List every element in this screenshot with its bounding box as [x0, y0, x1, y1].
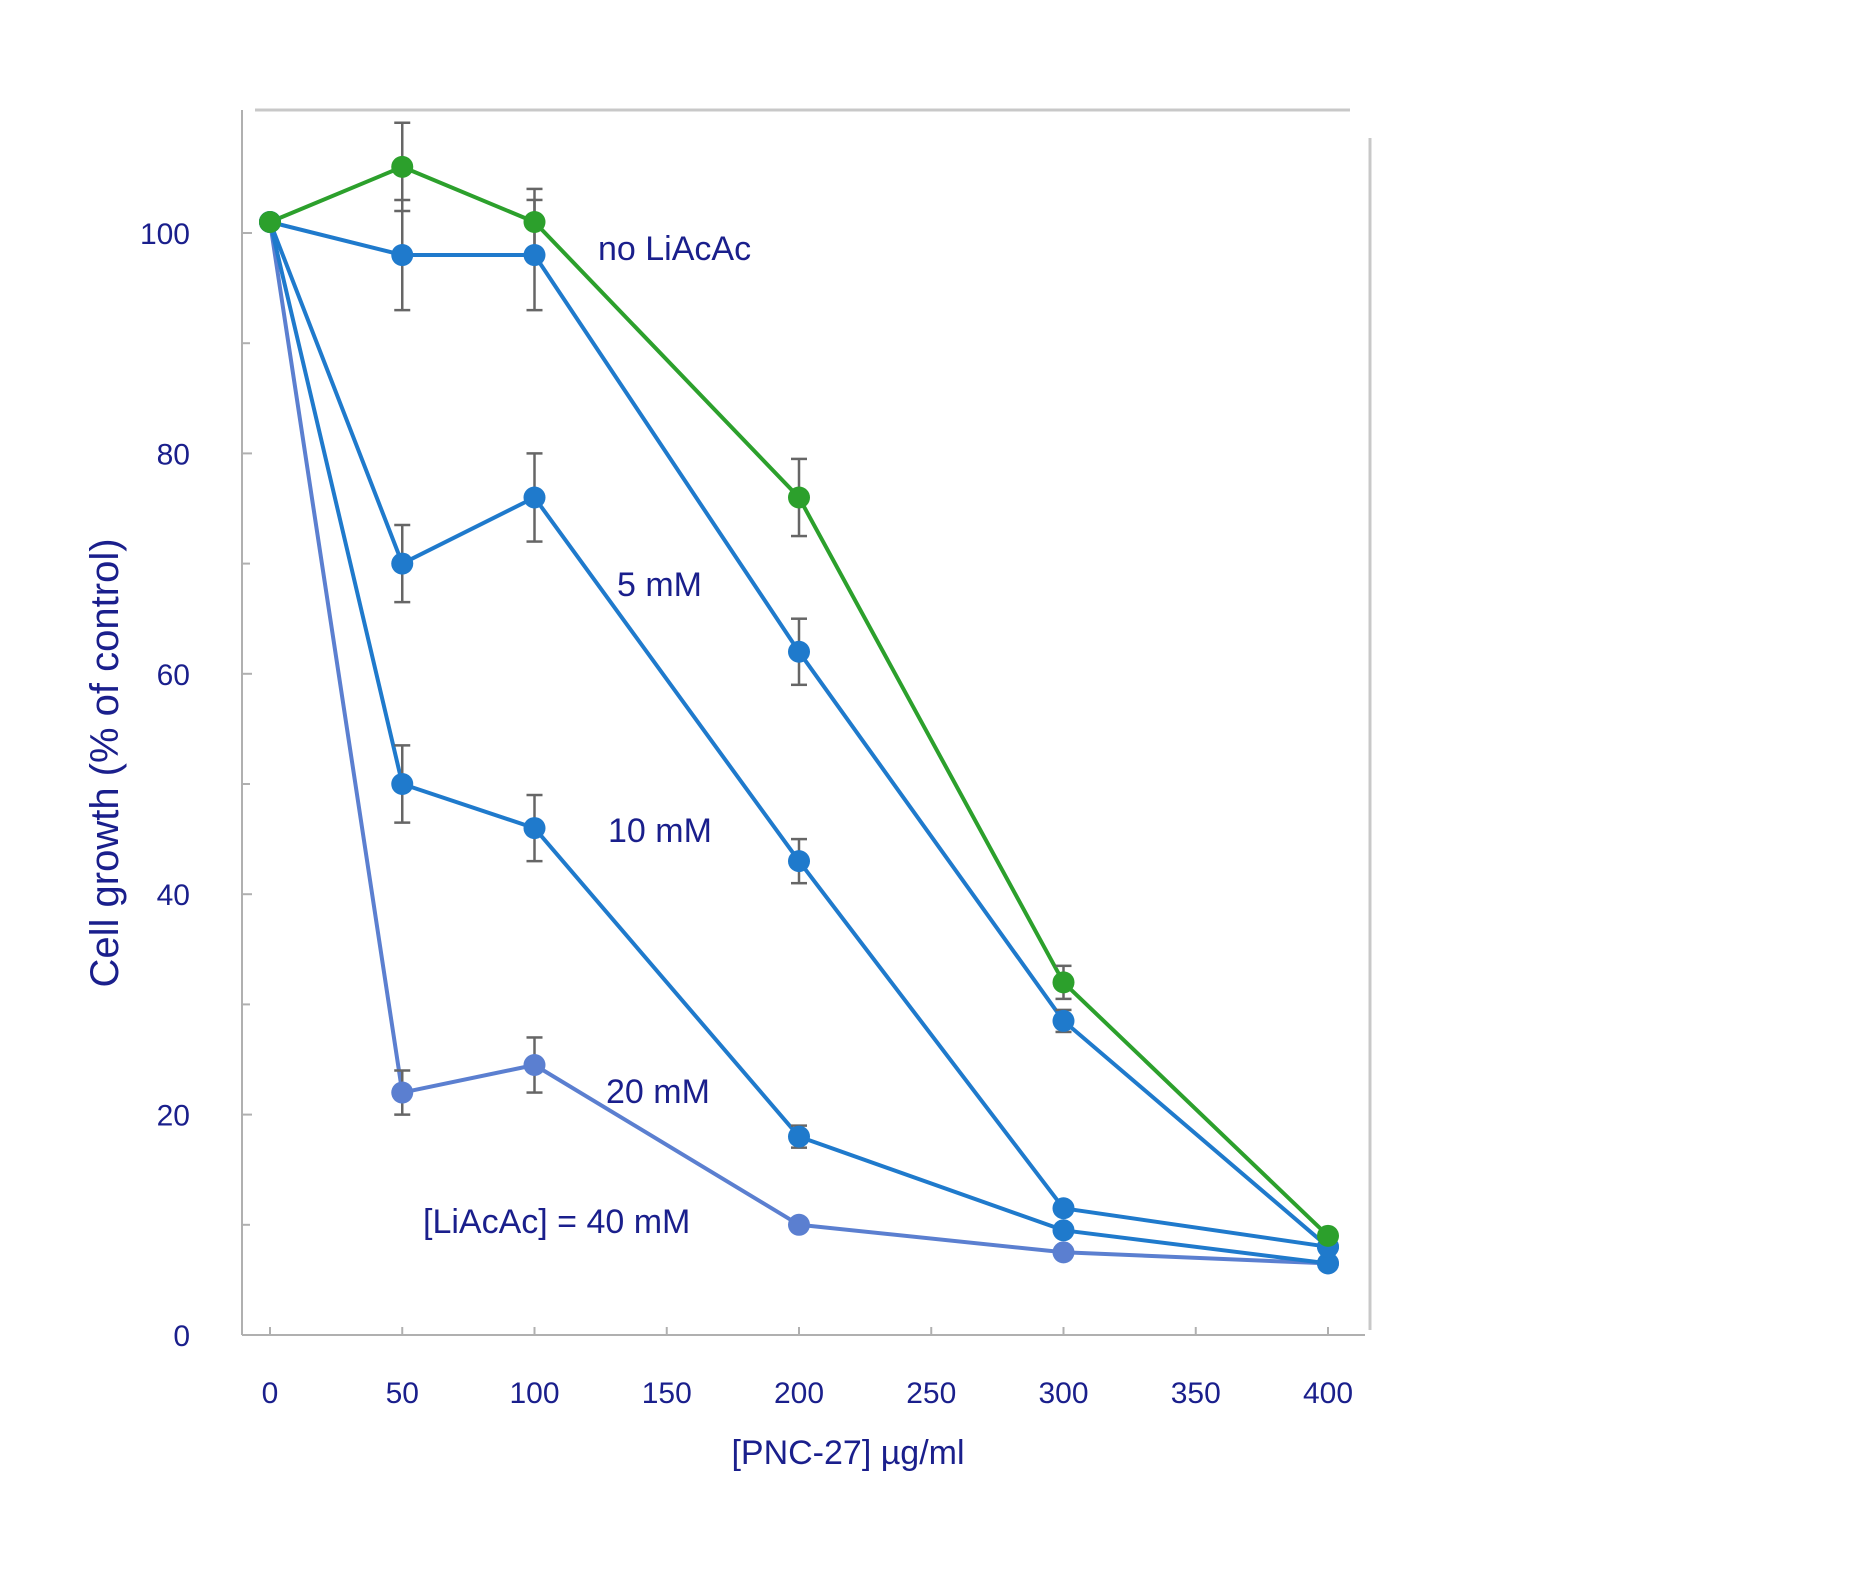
data-point	[391, 773, 414, 795]
series-line	[269, 220, 1330, 1249]
series-line	[268, 221, 1329, 1266]
x-ticks: 0 50 100 150 200 250 300 350 400	[262, 1327, 1353, 1410]
series-label-5mm: 5 mM	[617, 566, 702, 604]
data-point	[1052, 1219, 1075, 1242]
x-tick-label: 250	[906, 1377, 956, 1410]
data-point	[1317, 1252, 1339, 1275]
series-layer	[259, 121, 1339, 1275]
series-label-20mm: 20 mM	[606, 1073, 710, 1111]
series-label-10mm: 10 mM	[608, 812, 712, 850]
series-line	[268, 221, 1329, 1249]
x-tick-label: 200	[774, 1377, 824, 1410]
data-point	[523, 1054, 546, 1077]
data-point	[1052, 971, 1075, 994]
y-tick-label: 40	[157, 879, 190, 912]
data-point	[788, 640, 810, 663]
y-ticks: 0 20 40 60 80 100	[140, 218, 252, 1353]
series-line	[268, 221, 1329, 1266]
data-point	[391, 155, 414, 178]
x-tick-label: 400	[1303, 1377, 1353, 1410]
data-point	[1052, 1197, 1075, 1220]
data-point	[1317, 1224, 1339, 1247]
data-point	[1052, 1009, 1075, 1032]
x-tick-label: 150	[642, 1377, 692, 1410]
data-point	[523, 210, 546, 233]
series-label-no-liacac: no LiAcAc	[598, 230, 751, 268]
data-point	[259, 210, 281, 233]
series-label-40mm: [LiAcAc] = 40 mM	[423, 1203, 690, 1241]
data-point	[523, 817, 546, 840]
data-point	[391, 244, 414, 267]
data-point	[523, 486, 546, 509]
y-tick-label: 100	[140, 218, 190, 251]
data-point	[391, 552, 414, 575]
x-tick-label: 0	[262, 1377, 279, 1410]
x-tick-label: 100	[509, 1377, 559, 1410]
x-tick-label: 300	[1038, 1377, 1088, 1410]
data-point	[788, 486, 810, 509]
series-line	[269, 164, 1330, 1238]
x-tick-label: 50	[386, 1377, 419, 1410]
y-tick-label: 80	[157, 438, 190, 471]
data-point	[523, 244, 546, 267]
y-tick-label: 20	[157, 1100, 190, 1133]
x-tick-label: 350	[1171, 1377, 1221, 1410]
data-point	[788, 1213, 810, 1236]
data-point	[788, 1125, 810, 1148]
x-axis-title: [PNC-27] µg/ml	[731, 1434, 964, 1472]
y-tick-label: 0	[173, 1320, 190, 1353]
y-axis-title: Cell growth (% of control)	[83, 538, 127, 987]
data-point	[1052, 1241, 1075, 1264]
data-point	[391, 1081, 414, 1104]
data-point	[788, 850, 810, 873]
y-tick-label: 60	[157, 659, 190, 692]
